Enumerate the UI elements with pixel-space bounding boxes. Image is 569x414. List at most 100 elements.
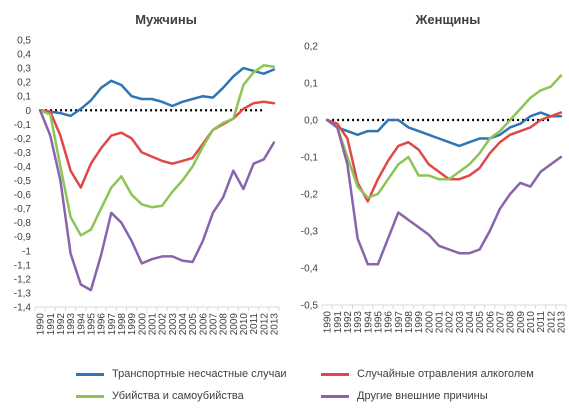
legend-label: Убийства и самоубийства [112, 390, 244, 402]
y-tick-label: -0,3 [14, 148, 32, 159]
legend-item-alcohol: Случайные отравления алкоголем [321, 368, 534, 380]
y-tick-label: -1,3 [14, 288, 32, 299]
x-tick-label: 1998 [117, 313, 128, 336]
legend-label: Другие внешние причины [357, 390, 488, 402]
x-tick-label: 2009 [229, 313, 240, 336]
x-tick-label: 2000 [137, 313, 148, 336]
y-tick-label: -0,6 [14, 190, 32, 201]
y-tick-label: -0,9 [14, 232, 32, 243]
x-tick-label: 2002 [445, 311, 456, 334]
y-tick-label: -1,4 [14, 303, 32, 314]
x-tick-label: 1994 [363, 311, 374, 334]
legend-swatch [76, 372, 104, 376]
legend-swatch [321, 394, 349, 398]
series-line [325, 118, 563, 266]
x-tick-label: 2006 [198, 313, 209, 336]
y-tick-label: -0,7 [14, 204, 32, 215]
x-tick-label: 1993 [353, 311, 364, 334]
x-tick-label: 2005 [188, 313, 199, 336]
x-tick-label: 1998 [404, 311, 415, 334]
x-tick-label: 1992 [343, 311, 354, 334]
x-tick-label: 1999 [127, 313, 138, 336]
x-tick-label: 2007 [208, 313, 219, 336]
x-tick-label: 2008 [506, 311, 517, 334]
x-tick-label: 2011 [536, 311, 547, 333]
y-tick-label: 0,1 [304, 79, 318, 90]
y-tick-label: -0,1 [14, 120, 32, 131]
y-tick-label: -0,3 [301, 227, 319, 238]
y-tick-label: 0,2 [17, 78, 31, 89]
x-tick-label: 2011 [249, 313, 260, 335]
y-tick-label: 0,1 [17, 92, 31, 103]
x-tick-label: 2013 [269, 313, 280, 336]
x-tick-label: 2001 [147, 313, 158, 336]
x-tick-label: 1990 [36, 313, 47, 336]
x-tick-label: 2010 [239, 313, 250, 336]
series-line [325, 74, 563, 199]
x-tick-label: 2003 [168, 313, 179, 336]
x-tick-label: 2001 [434, 311, 445, 334]
chart-panel-men: Мужчины 0,5 0,4 0,3 0,2 0,1 0 -0,1 -0,2 -0,3 -0,4 -… [14, 12, 281, 335]
x-tick-label: 2007 [495, 311, 506, 334]
chart-title: Мужчины [135, 12, 197, 27]
x-tick-label: 2004 [178, 313, 189, 336]
x-tick-label: 2012 [259, 313, 270, 336]
x-tick-label: 2013 [556, 311, 567, 334]
y-tick-label: -1 [22, 246, 31, 257]
legend-item-other-external: Другие внешние причины [321, 390, 488, 402]
x-tick-label: 2005 [475, 311, 486, 334]
y-tick-label: 0,3 [17, 64, 31, 75]
y-tick-label: -0,4 [14, 162, 32, 173]
chart-legend: Транспортные несчастные случаи Случайные… [0, 356, 569, 414]
x-tick-label: 2004 [465, 311, 476, 334]
y-tick-label: -1,2 [14, 274, 32, 285]
x-tick-label: 1991 [333, 311, 344, 334]
x-tick-label: 1999 [414, 311, 425, 334]
series-line [38, 109, 276, 292]
x-tick-label: 2000 [424, 311, 435, 334]
y-tick-label: -0,1 [301, 153, 319, 164]
y-tick-label: -0,4 [301, 264, 319, 275]
x-tick-label: 2008 [219, 313, 230, 336]
series-line [38, 66, 276, 118]
x-tick-label: 1996 [384, 311, 395, 334]
y-tick-label: -0,2 [14, 134, 32, 145]
x-tick-label: 2006 [485, 311, 496, 334]
x-tick-label: 1997 [394, 311, 405, 334]
y-tick-label: 0,0 [304, 116, 318, 127]
series-line [38, 64, 276, 237]
y-tick-label: 0,2 [304, 42, 318, 53]
x-tick-label: 1995 [373, 311, 384, 334]
legend-item-transport: Транспортные несчастные случаи [76, 368, 287, 380]
legend-item-homicide-suicide: Убийства и самоубийства [76, 390, 244, 402]
x-tick-label: 1991 [46, 313, 57, 336]
series-line [38, 100, 276, 189]
legend-swatch [76, 394, 104, 398]
x-tick-label: 1992 [56, 313, 67, 336]
y-tick-label: -0,2 [301, 190, 319, 201]
series-line [325, 111, 563, 203]
legend-swatch [321, 372, 349, 376]
chart-title: Женщины [415, 12, 481, 27]
x-tick-label: 1993 [66, 313, 77, 336]
y-tick-label: -0,5 [14, 176, 32, 187]
x-tick-label: 2003 [455, 311, 466, 334]
x-tick-label: 1994 [76, 313, 87, 336]
y-tick-label: -0,5 [301, 301, 319, 312]
y-tick-label: 0,4 [17, 50, 31, 61]
y-tick-label: -1,1 [14, 260, 32, 271]
x-tick-label: 1995 [86, 313, 97, 336]
series-line [325, 111, 563, 148]
y-tick-label: 0 [25, 106, 31, 117]
y-tick-label: -0,8 [14, 218, 32, 229]
x-tick-label: 2010 [526, 311, 537, 334]
legend-label: Транспортные несчастные случаи [112, 368, 287, 380]
x-tick-label: 2009 [516, 311, 527, 334]
x-tick-label: 2012 [546, 311, 557, 334]
legend-label: Случайные отравления алкоголем [357, 368, 534, 380]
chart-panel-women: Женщины 0,2 0,1 0,0 -0,1 -0,2 -0,3 -0,4 -0,5 1990… [301, 12, 568, 333]
x-tick-label: 2002 [158, 313, 169, 336]
x-tick-label: 1997 [107, 313, 118, 336]
y-tick-label: 0,5 [17, 36, 31, 47]
x-tick-label: 1996 [97, 313, 108, 336]
